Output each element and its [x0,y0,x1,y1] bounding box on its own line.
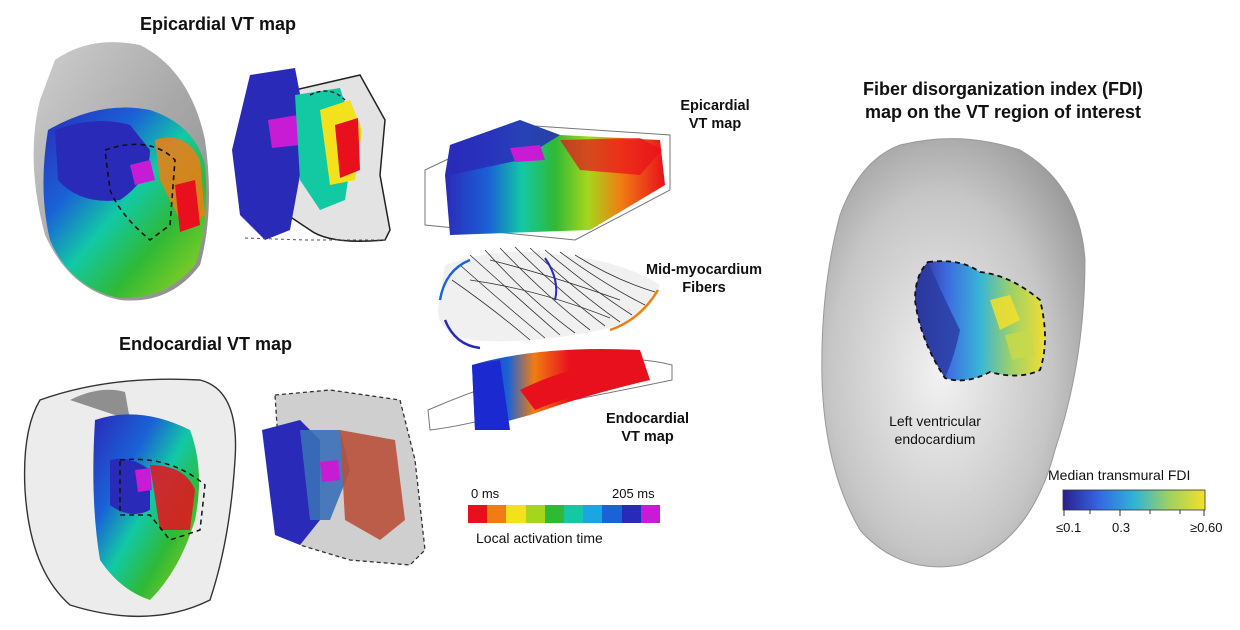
stack-mid-myocardium-fibers [438,246,660,350]
endocardial-flat-map [262,389,426,566]
endocardial-heart-3d [23,378,237,618]
activation-scale-swatch [621,505,641,523]
stack-mid-label-line2: Fibers [682,280,726,297]
stack-endocardial-label-line2: VT map [621,429,674,446]
epicardial-vt-map-title: Epicardial VT map [139,14,297,34]
lv-endocardium-label-line1: Left ventricular [889,413,981,429]
activation-scale-swatch [640,505,661,523]
stack-endocardial-label: Endocardial VT map [590,410,705,446]
activation-scale-swatch [583,505,603,523]
fdi-tick-low: ≤0.1 [1056,520,1082,535]
stack-endocardial-label-line1: Endocardial [606,411,689,427]
fdi-title: Fiber disorganization index (FDI) map on… [838,78,1168,123]
epicardial-heart-3d [33,42,209,301]
fdi-tick-high: ≥0.60 [1190,520,1223,535]
lv-endocardium-3d [821,138,1086,568]
activation-scale-max-label: 205 ms [612,486,655,501]
activation-scale-bar [468,505,661,523]
endocardial-vt-map-title: Endocardial VT map [118,334,293,354]
stack-epicardial-label-line1: Epicardial [680,98,750,114]
stack-epicardial-label: Epicardial VT map [660,97,770,133]
fdi-colorbar [1062,489,1206,516]
stack-epicardial-label-line2: VT map [688,116,742,133]
activation-scale-swatch [564,505,584,523]
stack-endocardial-box [427,349,673,431]
activation-scale-swatch [525,505,545,523]
activation-scale-min-label: 0 ms [471,486,500,501]
activation-scale-swatch [487,505,507,523]
stack-mid-label: Mid-myocardium Fibers [634,261,774,297]
activation-scale-swatch [602,505,622,523]
epicardial-flat-map [232,68,391,242]
fdi-tick-mid: 0.3 [1112,520,1131,535]
fdi-title-line2: map on the VT region of interest [864,101,1142,122]
activation-scale-swatch [506,505,526,523]
activation-scale-caption: Local activation time [476,530,603,546]
lv-endocardium-label: Left ventricular endocardium [870,412,1000,448]
stack-epicardial-box [424,120,671,241]
activation-scale-swatch [468,505,488,523]
activation-scale-swatch [544,505,565,523]
stack-mid-label-line1: Mid-myocardium [645,262,762,278]
fdi-scale-title: Median transmural FDI [1048,467,1191,483]
lv-endocardium-label-line2: endocardium [894,431,976,448]
fdi-title-line1: Fiber disorganization index (FDI) [862,79,1143,99]
